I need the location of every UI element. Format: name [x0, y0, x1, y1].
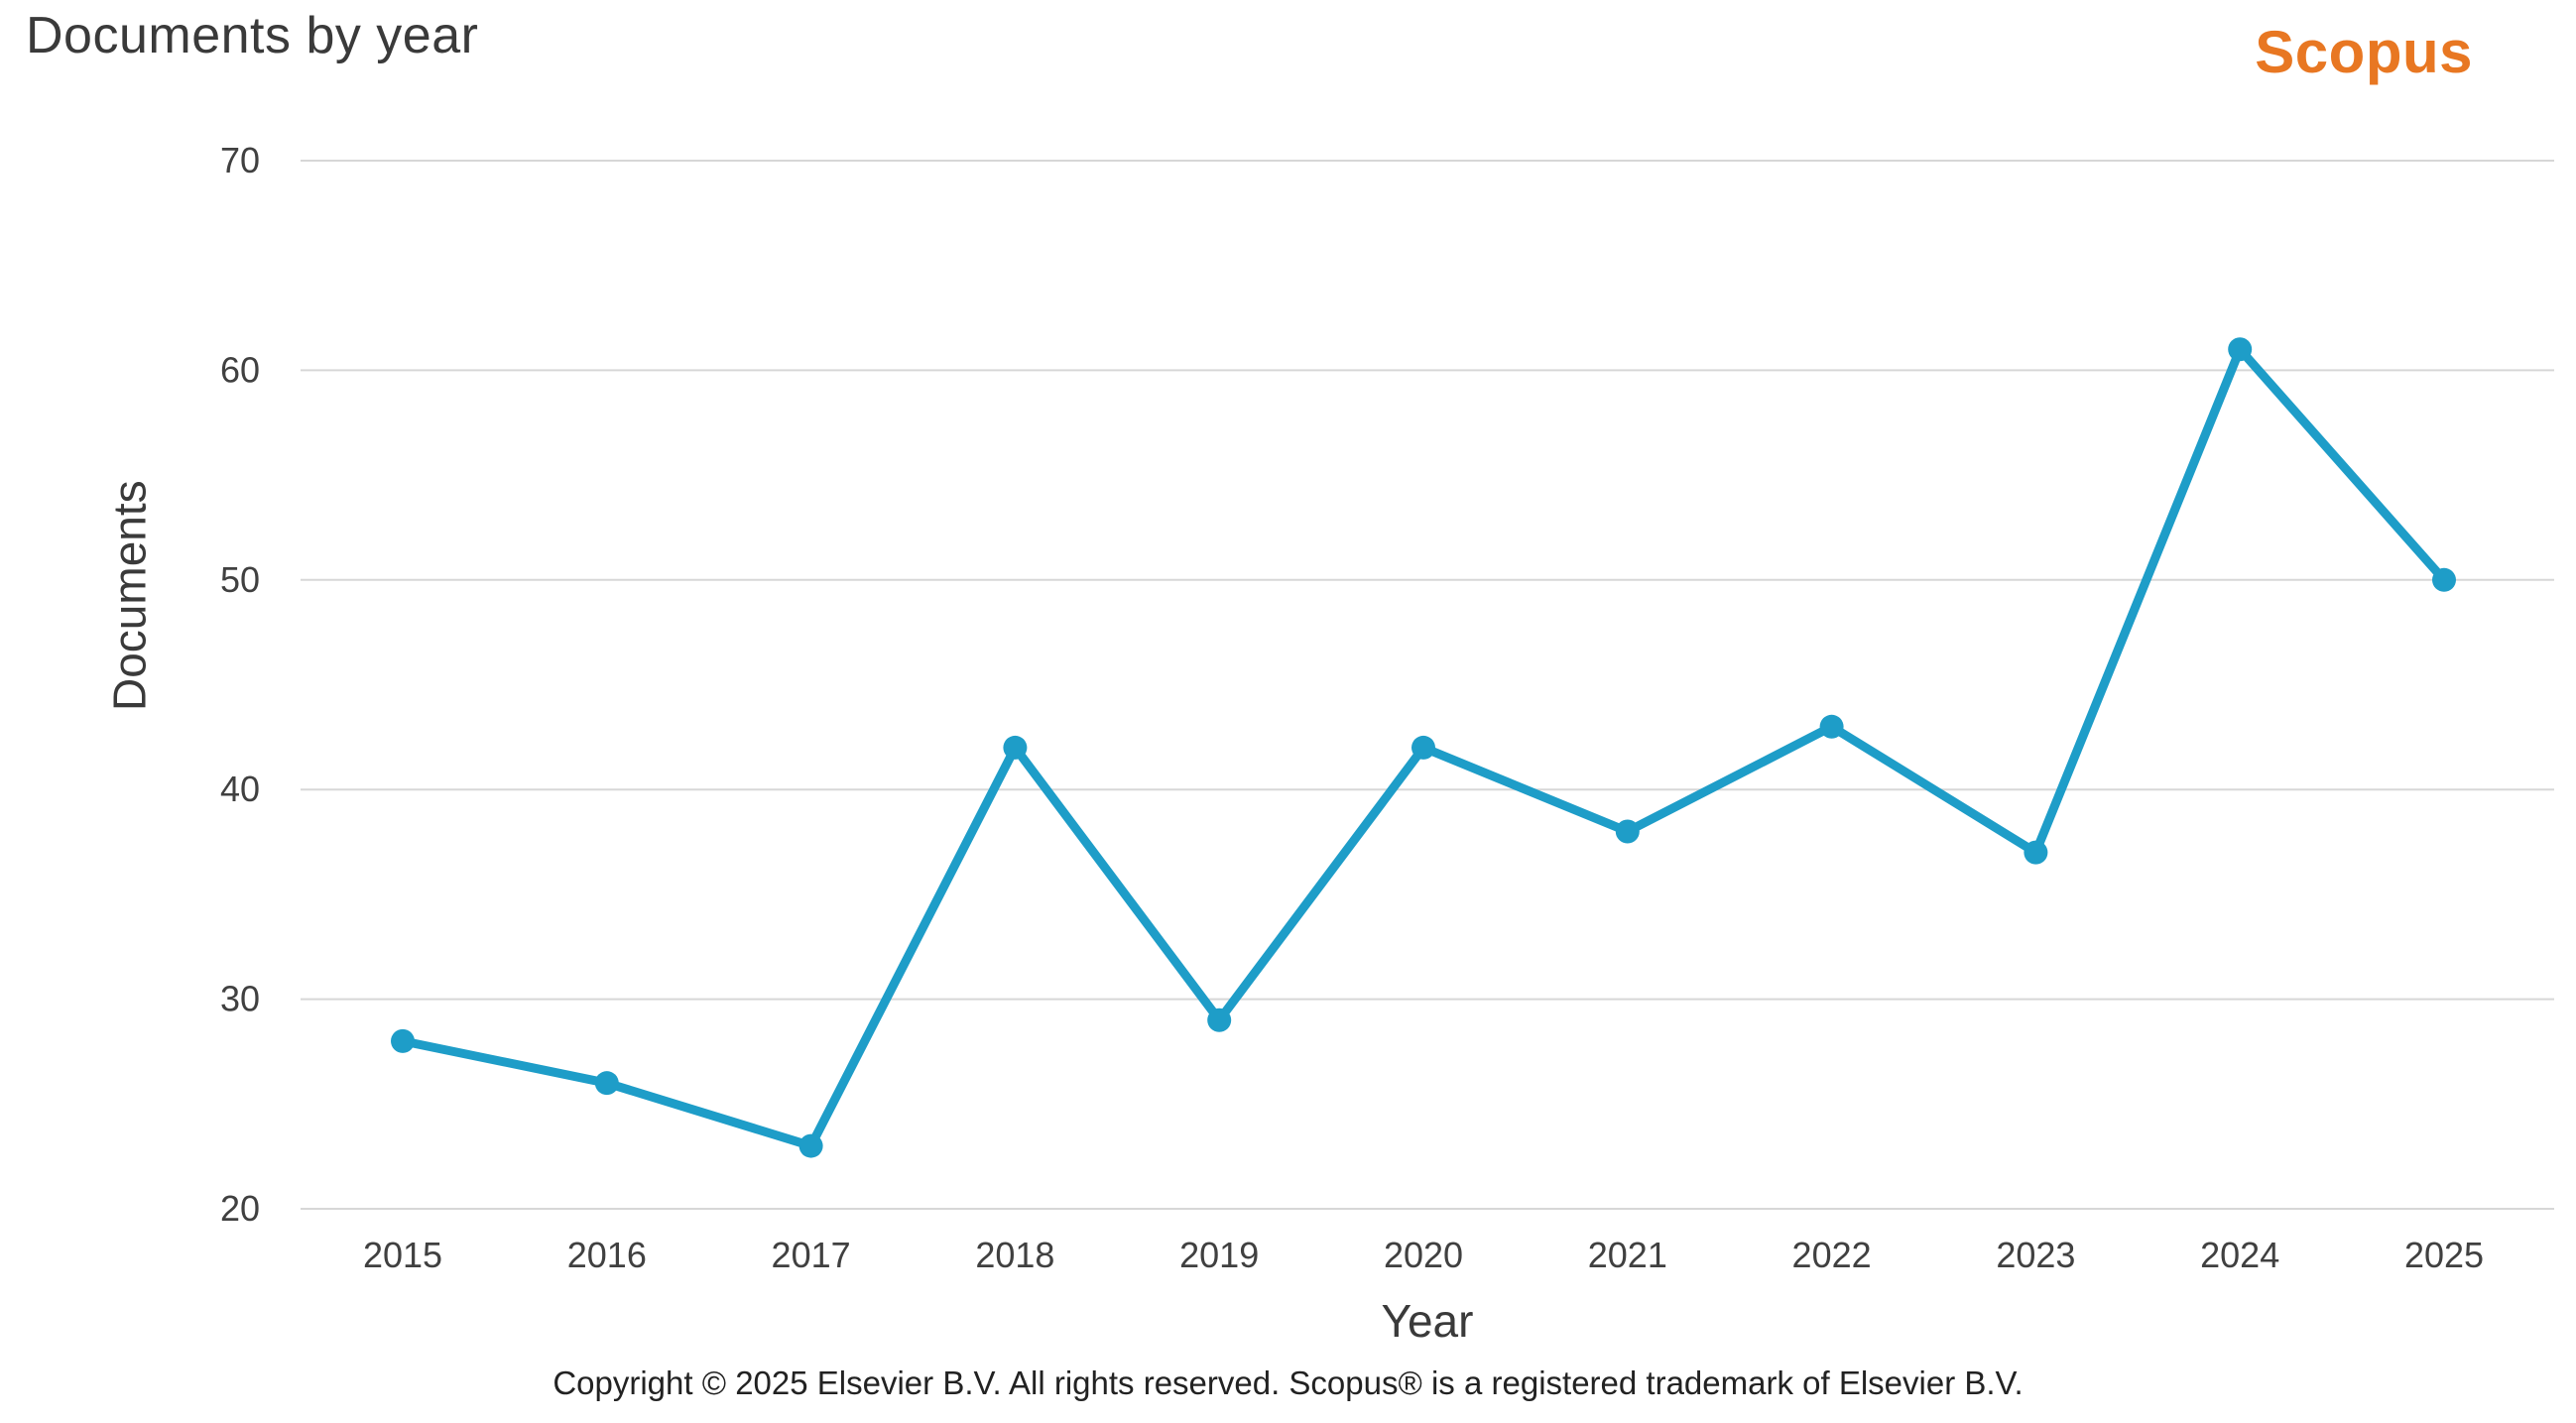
- y-tick-label-40: 40: [220, 769, 260, 809]
- y-tick-label-70: 70: [220, 140, 260, 180]
- data-point-2025[interactable]: [2432, 567, 2456, 592]
- x-tick-label-2015: 2015: [363, 1235, 442, 1275]
- x-tick-label-2024: 2024: [2200, 1235, 2279, 1275]
- data-point-2024[interactable]: [2228, 337, 2253, 362]
- x-tick-label-2016: 2016: [567, 1235, 647, 1275]
- y-tick-label-60: 60: [220, 349, 260, 390]
- data-point-2022[interactable]: [1819, 714, 1844, 739]
- x-tick-label-2018: 2018: [975, 1235, 1054, 1275]
- y-tick-label-20: 20: [220, 1188, 260, 1229]
- x-tick-label-2022: 2022: [1792, 1235, 1872, 1275]
- x-tick-label-2025: 2025: [2404, 1235, 2484, 1275]
- x-tick-label-2020: 2020: [1384, 1235, 1463, 1275]
- y-tick-label-50: 50: [220, 559, 260, 600]
- scopus-logo: Scopus: [2255, 19, 2473, 85]
- data-point-2018[interactable]: [1003, 735, 1028, 760]
- x-tick-label-2023: 2023: [1996, 1235, 2075, 1275]
- x-tick-label-2019: 2019: [1179, 1235, 1259, 1275]
- x-tick-label-2021: 2021: [1588, 1235, 1667, 1275]
- data-point-2020[interactable]: [1411, 735, 1435, 760]
- x-tick-label-2017: 2017: [772, 1235, 851, 1275]
- chart-title: Documents by year: [26, 7, 479, 64]
- data-point-2015[interactable]: [391, 1028, 415, 1053]
- data-point-2023[interactable]: [2024, 840, 2048, 865]
- data-point-2021[interactable]: [1615, 819, 1640, 844]
- data-point-2017[interactable]: [798, 1133, 823, 1158]
- copyright-notice: Copyright © 2025 Elsevier B.V. All right…: [552, 1364, 2024, 1401]
- data-point-2016[interactable]: [594, 1071, 619, 1096]
- x-axis-title: Year: [1381, 1295, 1474, 1347]
- data-point-2019[interactable]: [1207, 1008, 1232, 1032]
- y-tick-label-30: 30: [220, 979, 260, 1019]
